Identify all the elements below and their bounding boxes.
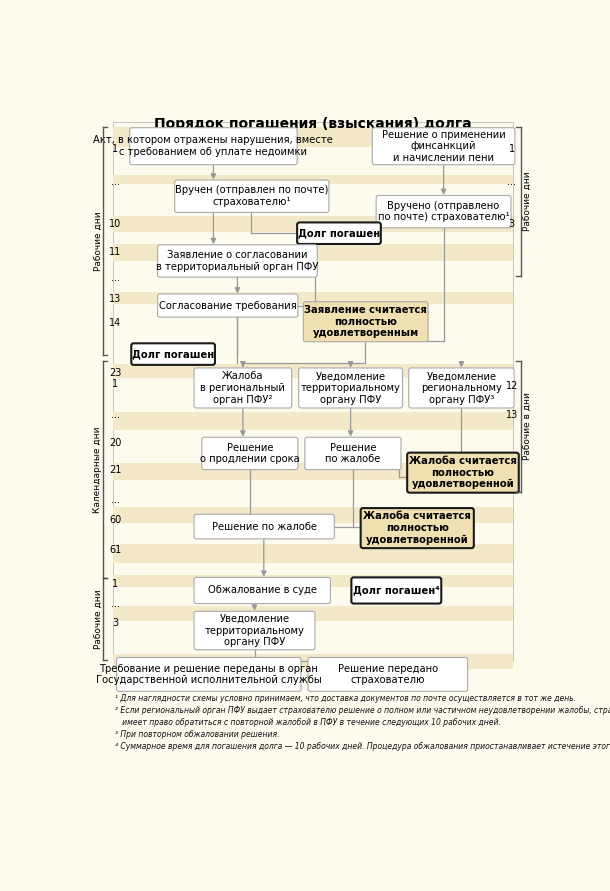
Text: 13: 13 (506, 410, 518, 420)
Text: Обжалование в суде: Обжалование в суде (208, 585, 317, 595)
Text: Долг погашен: Долг погашен (132, 349, 214, 359)
Text: 10: 10 (109, 219, 121, 229)
Text: Решение по жалобе: Решение по жалобе (212, 521, 317, 532)
Text: Заявление о согласовании
в территориальный орган ПФУ: Заявление о согласовании в территориальн… (156, 250, 318, 272)
Text: ¹ Для наглядности схемы условно принимаем, что доставка документов по почте осущ: ¹ Для наглядности схемы условно принимае… (115, 694, 610, 751)
FancyBboxPatch shape (157, 245, 317, 277)
Text: Рабочие дни: Рабочие дни (93, 211, 102, 271)
Text: Решение
о продлении срока: Решение о продлении срока (200, 443, 300, 464)
FancyBboxPatch shape (113, 244, 514, 261)
Text: Решение о применении
финсанкций
и начислении пени: Решение о применении финсанкций и начисл… (382, 129, 506, 163)
Text: Заявление считается
полностью
удовлетворенным: Заявление считается полностью удовлетвор… (304, 305, 427, 339)
Text: 12: 12 (506, 380, 518, 390)
FancyBboxPatch shape (202, 437, 298, 470)
FancyBboxPatch shape (113, 462, 514, 479)
FancyBboxPatch shape (194, 368, 292, 408)
FancyBboxPatch shape (113, 544, 514, 563)
FancyBboxPatch shape (194, 514, 334, 539)
Text: 3: 3 (112, 617, 118, 628)
Text: Долг погашен: Долг погашен (298, 228, 380, 238)
Text: 1: 1 (509, 144, 515, 154)
Text: Решение передано
страхователю: Решение передано страхователю (338, 664, 438, 685)
Text: Календарные дни: Календарные дни (93, 426, 102, 513)
FancyBboxPatch shape (303, 302, 428, 342)
FancyBboxPatch shape (407, 453, 518, 493)
Text: Вручен (отправлен по почте)
страхователю¹: Вручен (отправлен по почте) страхователю… (175, 185, 328, 207)
Text: 14: 14 (109, 317, 121, 328)
Text: ...: ... (110, 273, 120, 282)
Text: ...: ... (110, 599, 120, 609)
FancyBboxPatch shape (113, 127, 514, 147)
FancyBboxPatch shape (376, 195, 511, 228)
FancyBboxPatch shape (174, 180, 329, 212)
Text: Жалоба считается
полностью
удовлетворенной: Жалоба считается полностью удовлетворенн… (364, 511, 471, 544)
Text: ...: ... (508, 176, 516, 186)
Text: 21: 21 (109, 465, 121, 476)
Text: Требование и решение переданы в орган
Государственной исполнительной службы: Требование и решение переданы в орган Го… (96, 664, 321, 685)
FancyBboxPatch shape (113, 507, 514, 523)
Text: Рабочие дни: Рабочие дни (93, 589, 102, 649)
Text: Рабочие дни: Рабочие дни (523, 172, 532, 232)
Text: ...: ... (110, 495, 120, 504)
Text: Согласование требования: Согласование требования (159, 300, 296, 311)
Text: Жалоба считается
полностью
удовлетворенной: Жалоба считается полностью удовлетворенн… (409, 456, 517, 489)
Text: 3: 3 (509, 219, 515, 229)
FancyBboxPatch shape (372, 127, 515, 165)
Text: ...: ... (110, 410, 120, 420)
FancyBboxPatch shape (305, 437, 401, 470)
Text: 61: 61 (109, 544, 121, 555)
Text: 1: 1 (112, 579, 118, 589)
FancyBboxPatch shape (113, 291, 514, 304)
Text: ...: ... (110, 176, 120, 186)
FancyBboxPatch shape (113, 606, 514, 621)
FancyBboxPatch shape (194, 577, 331, 603)
Text: Вручено (отправлено
по почте) страхователю¹: Вручено (отправлено по почте) страховате… (378, 200, 509, 223)
Text: Решение
по жалобе: Решение по жалобе (325, 443, 381, 464)
FancyBboxPatch shape (113, 175, 514, 184)
FancyBboxPatch shape (113, 217, 514, 232)
Text: 1: 1 (112, 144, 118, 154)
FancyBboxPatch shape (113, 122, 514, 661)
FancyBboxPatch shape (194, 611, 315, 650)
Text: Уведомление
территориальному
органу ПФУ: Уведомление территориальному органу ПФУ (301, 372, 401, 405)
FancyBboxPatch shape (308, 658, 468, 691)
Text: 60: 60 (109, 515, 121, 526)
Text: Уведомление
региональному
органу ПФУ³: Уведомление региональному органу ПФУ³ (421, 372, 502, 405)
FancyBboxPatch shape (117, 658, 301, 691)
FancyBboxPatch shape (157, 294, 298, 317)
Text: 23: 23 (109, 368, 121, 378)
Text: 20: 20 (109, 438, 121, 448)
FancyBboxPatch shape (113, 364, 514, 378)
Text: 1: 1 (112, 379, 118, 389)
FancyBboxPatch shape (113, 575, 514, 587)
FancyBboxPatch shape (409, 368, 514, 408)
Text: Рабочие в дни: Рабочие в дни (523, 393, 532, 461)
FancyBboxPatch shape (299, 368, 403, 408)
FancyBboxPatch shape (297, 223, 381, 244)
Text: Уведомление
территориальному
органу ПФУ: Уведомление территориальному органу ПФУ (204, 614, 304, 647)
FancyBboxPatch shape (113, 412, 514, 430)
Text: 11: 11 (109, 247, 121, 257)
FancyBboxPatch shape (130, 127, 297, 165)
Text: Жалоба
в региональный
орган ПФУ²: Жалоба в региональный орган ПФУ² (201, 372, 285, 405)
Text: Порядок погашения (взыскания) долга: Порядок погашения (взыскания) долга (154, 117, 472, 131)
Text: 13: 13 (109, 294, 121, 304)
FancyBboxPatch shape (361, 508, 474, 548)
FancyBboxPatch shape (131, 343, 215, 365)
Text: Акт, в котором отражены нарушения, вместе
с требованием об уплате недоимки: Акт, в котором отражены нарушения, вмест… (93, 135, 333, 157)
FancyBboxPatch shape (113, 654, 514, 669)
Text: Долг погашен⁴: Долг погашен⁴ (353, 585, 440, 595)
FancyBboxPatch shape (351, 577, 441, 603)
